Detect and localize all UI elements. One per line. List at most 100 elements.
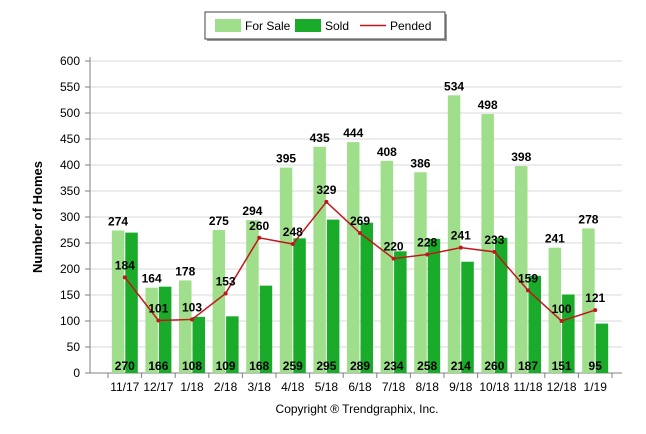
data-label-pended: 228 xyxy=(417,235,437,249)
data-label-pended: 233 xyxy=(484,233,504,247)
data-label-for-sale: 435 xyxy=(310,131,330,145)
data-label-sold: 95 xyxy=(589,359,603,373)
data-label-sold: 270 xyxy=(115,359,135,373)
x-tick-label: 12/17 xyxy=(143,380,173,394)
x-tick-label: 8/18 xyxy=(416,380,440,394)
bar-sold xyxy=(394,251,407,373)
bar-for-sale xyxy=(380,160,394,373)
pended-point xyxy=(593,308,598,313)
bar-sold xyxy=(293,238,306,373)
data-label-pended: 121 xyxy=(585,291,605,305)
data-label-for-sale: 398 xyxy=(511,150,531,164)
bar-for-sale xyxy=(179,280,192,373)
y-tick-label: 50 xyxy=(67,340,81,354)
data-label-pended: 248 xyxy=(283,225,303,239)
legend-swatch xyxy=(295,19,321,32)
bar-for-sale xyxy=(548,247,562,373)
data-label-sold: 151 xyxy=(552,359,572,373)
pended-line xyxy=(122,199,598,323)
data-label-for-sale: 395 xyxy=(276,152,296,166)
bar-for-sale xyxy=(347,142,360,373)
pended-point xyxy=(290,242,295,247)
data-label-for-sale: 386 xyxy=(410,156,430,170)
data-label-sold: 259 xyxy=(283,359,303,373)
data-label-pended: 220 xyxy=(384,240,404,254)
y-tick-label: 500 xyxy=(60,106,80,120)
bar-sold xyxy=(158,286,172,373)
y-tick-label: 450 xyxy=(60,132,80,146)
pended-point xyxy=(425,252,430,257)
pended-point xyxy=(559,319,564,323)
y-tick-label: 200 xyxy=(60,262,80,276)
pended-point xyxy=(358,231,362,236)
data-label-sold: 289 xyxy=(350,359,370,373)
data-label-for-sale: 278 xyxy=(578,212,598,226)
y-tick-label: 100 xyxy=(60,314,80,328)
data-label-sold: 168 xyxy=(249,359,269,373)
data-label-pended: 159 xyxy=(518,271,538,285)
pended-point xyxy=(526,288,530,293)
legend: For Sale Sold Pended xyxy=(204,11,447,41)
bar-sold xyxy=(360,222,373,373)
x-tick-label: 11/18 xyxy=(513,380,542,394)
bar-for-sale xyxy=(212,230,226,373)
data-label-for-sale: 498 xyxy=(478,98,498,112)
data-label-sold: 187 xyxy=(518,359,538,373)
data-label-sold: 214 xyxy=(451,359,471,373)
bar-for-sale xyxy=(515,166,528,373)
x-tick-label: 11/17 xyxy=(110,380,139,394)
data-label-pended: 329 xyxy=(316,183,336,197)
bar-for-sale xyxy=(313,146,326,373)
bar-sold xyxy=(259,285,273,373)
data-labels: 274 270 164 166 178 108 275 109 294 168 395 259 435 2… xyxy=(108,79,605,373)
data-label-sold: 109 xyxy=(216,359,236,373)
legend-box xyxy=(204,11,446,40)
pended-point xyxy=(190,317,194,322)
pended-point xyxy=(223,291,228,296)
bar-sold xyxy=(562,294,575,373)
bar-sold xyxy=(125,232,138,373)
x-tick-label: 7/18 xyxy=(382,380,406,394)
copyright-credit: Copyright ® Trendgraphix, Inc. xyxy=(276,402,439,416)
bar-sold xyxy=(461,261,474,373)
data-label-pended: 184 xyxy=(115,258,135,272)
pended-point xyxy=(156,318,161,323)
legend-swatch xyxy=(215,19,241,32)
y-tick-label: 250 xyxy=(60,236,80,250)
data-label-for-sale: 444 xyxy=(343,126,363,140)
pended-point xyxy=(122,275,127,280)
y-tick-label: 550 xyxy=(60,80,80,94)
bar-for-sale xyxy=(447,95,461,373)
bar-sold xyxy=(326,219,340,373)
x-tick-label: 10/18 xyxy=(479,380,509,394)
data-label-sold: 260 xyxy=(484,359,504,373)
bar-for-sale xyxy=(246,220,259,373)
legend-label: Pended xyxy=(390,19,431,33)
x-tick-label: 6/18 xyxy=(348,380,372,394)
y-tick-label: 350 xyxy=(60,184,80,198)
data-label-for-sale: 164 xyxy=(142,272,162,286)
y-tick-label: 400 xyxy=(60,158,80,172)
data-label-sold: 234 xyxy=(384,359,404,373)
data-label-for-sale: 274 xyxy=(108,215,128,229)
data-label-sold: 108 xyxy=(182,359,202,373)
bar-sold xyxy=(494,237,508,373)
x-tick-label: 1/18 xyxy=(180,380,204,394)
x-tick-label: 9/18 xyxy=(449,380,473,394)
bars xyxy=(111,95,609,373)
pended-point xyxy=(324,199,329,204)
bar-for-sale xyxy=(279,167,293,373)
bar-sold xyxy=(226,316,239,373)
data-label-pended: 103 xyxy=(182,300,202,314)
bar-for-sale xyxy=(582,228,595,373)
data-label-for-sale: 178 xyxy=(175,264,195,278)
data-label-for-sale: 275 xyxy=(209,214,229,228)
bar-sold xyxy=(192,316,205,373)
x-tick-label: 12/18 xyxy=(547,380,577,394)
legend-label: For Sale xyxy=(245,19,291,33)
bar-sold xyxy=(427,238,441,373)
data-label-sold: 258 xyxy=(417,359,437,373)
data-label-pended: 101 xyxy=(148,301,168,315)
x-tick-label: 1/19 xyxy=(584,380,608,394)
